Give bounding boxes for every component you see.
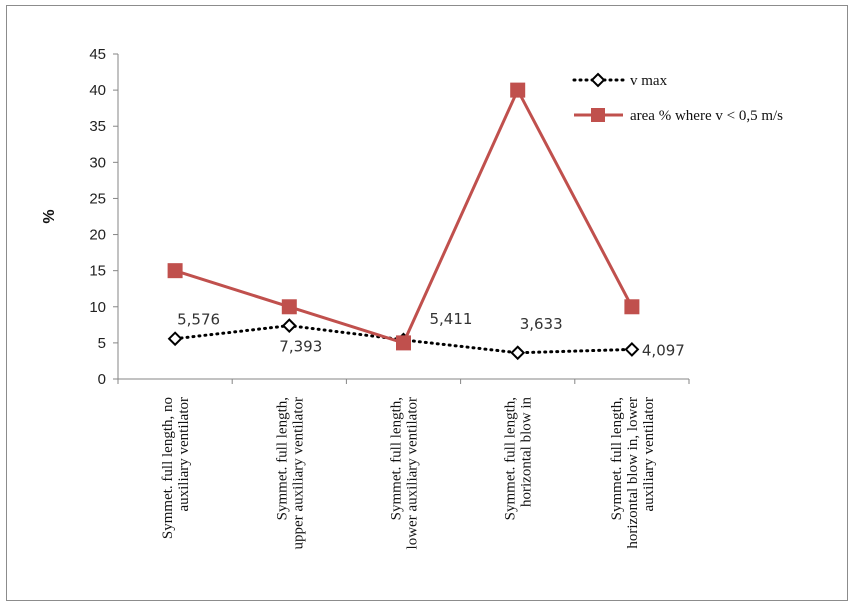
x-category-label-line: Symmet. full length, [389,397,405,520]
x-category-label-line: Symmet. full length, [274,397,290,520]
series-2-point [510,82,526,98]
legend-label-2: area % where v < 0,5 m/s [630,108,783,124]
series-1-point [510,345,526,361]
y-tick-label: 40 [89,82,106,99]
x-category-label-line: auxiliary ventilator [641,397,657,512]
x-category-label-line: upper auxiliary ventilator [290,397,306,549]
x-category-label-line: lower auxiliary ventilator [405,397,421,549]
data-label: 3,633 [520,315,563,333]
y-tick-label: 35 [89,118,106,135]
y-tick-label: 0 [98,371,106,388]
y-axis-title: % [41,209,58,223]
data-label: 4,097 [642,341,685,359]
x-category-label-line: Symmet. full length, [503,397,519,520]
series-2-point [396,335,411,351]
y-tick-label: 15 [89,263,106,280]
series-1-point [624,341,640,357]
x-category-label-line: Symmet. full length, [609,397,625,520]
data-label: 7,393 [279,338,322,356]
x-category-label-line: horizontal blow in, lower [625,397,641,549]
x-category-label: Symmet. full length,horizontal blow in [503,397,535,521]
x-category-label: Symmet. full length,upper auxiliary vent… [274,397,306,549]
x-category-label-line: horizontal blow in [519,397,535,507]
x-category-label-line: auxiliary ventilator [176,397,192,512]
line-chart: 0 5 10 15 20 25 30 35 40 45% Symmet. full length, … [41,46,783,549]
x-category-label: Symmet. full length, noauxiliary ventila… [160,397,192,539]
y-tick-label: 30 [89,154,106,171]
legend-marker-1 [590,72,606,88]
y-tick-label: 25 [89,190,106,207]
x-category-label: Symmet. full length,horizontal blow in, … [609,397,657,549]
chart-area: 0 5 10 15 20 25 30 35 40 45% Symmet. full length, … [6,5,848,601]
data-label: 5,576 [177,311,220,329]
legend-marker-2 [591,108,605,122]
series-2-point [624,299,640,315]
x-category-label: Symmet. full length,lower auxiliary vent… [389,397,421,549]
y-tick-label: 45 [89,46,106,63]
legend-label-1: v max [630,73,668,89]
series-1-point [281,318,297,334]
series-line-2 [174,86,634,345]
series-2-point [167,263,183,279]
y-tick-label: 10 [89,299,106,316]
y-tick-label: 20 [89,227,106,244]
x-category-label-line: Symmet. full length, no [160,397,176,539]
y-tick-label: 5 [98,335,106,352]
series-2-point [281,299,297,315]
series-1-point [167,331,183,347]
data-label: 5,411 [430,310,473,328]
